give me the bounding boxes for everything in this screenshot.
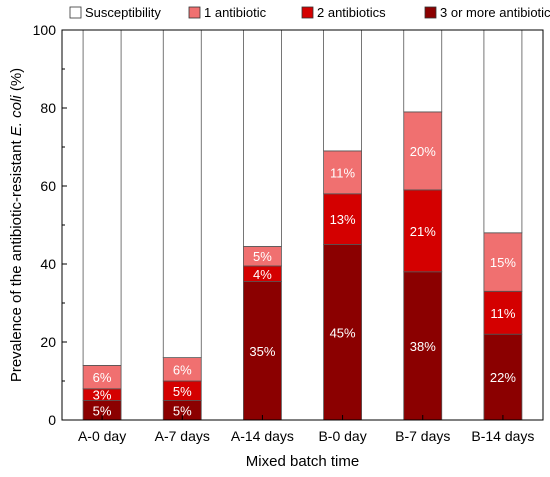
x-axis-label: Mixed batch time xyxy=(246,453,359,470)
bar-segment xyxy=(323,150,362,195)
bar-segment xyxy=(323,193,362,245)
y-axis-label: Prevalence of the antibiotic-resistant E… xyxy=(8,68,25,382)
y-tick-label: 60 xyxy=(40,178,56,194)
data-label: 6% xyxy=(173,362,192,377)
bar-segment xyxy=(323,29,362,152)
legend-label: Susceptibility xyxy=(85,5,161,20)
y-tick-label: 80 xyxy=(40,100,56,116)
data-label: 5% xyxy=(173,403,192,418)
bar-segment xyxy=(483,29,523,234)
legend-swatch xyxy=(69,6,82,19)
data-label: 4% xyxy=(253,267,272,282)
y-tick-label: 100 xyxy=(33,22,57,38)
bar-segment xyxy=(483,232,523,292)
bar-segment xyxy=(403,189,443,273)
data-label: 45% xyxy=(330,325,356,340)
legend-label: 3 or more antibiotics xyxy=(440,5,550,20)
data-label: 5% xyxy=(173,384,192,399)
bar-segment xyxy=(403,271,443,421)
data-label: 22% xyxy=(490,370,516,385)
data-label: 15% xyxy=(490,255,516,270)
legend-swatch xyxy=(301,6,314,19)
data-label: 21% xyxy=(410,224,436,239)
legend-swatch xyxy=(188,6,201,19)
x-tick-label: A-0 day xyxy=(78,428,126,444)
data-label: 13% xyxy=(330,212,356,227)
bar-segment xyxy=(403,111,443,191)
bar-segment xyxy=(82,29,122,366)
y-tick-label: 40 xyxy=(40,256,56,272)
data-label: 6% xyxy=(93,370,112,385)
data-label: 5% xyxy=(253,249,272,264)
bar-segment xyxy=(403,29,443,113)
data-label: 5% xyxy=(93,403,112,418)
data-label: 20% xyxy=(410,144,436,159)
bar-segment xyxy=(162,29,202,359)
data-label: 11% xyxy=(330,165,355,180)
bar-segment xyxy=(323,244,362,421)
x-tick-label: B-7 days xyxy=(395,428,450,444)
legend-label: 1 antibiotic xyxy=(204,5,267,20)
data-label: 3% xyxy=(93,388,112,403)
bar-segment xyxy=(243,29,282,247)
x-tick-label: B-0 day xyxy=(318,428,366,444)
x-tick-label: A-14 days xyxy=(231,428,294,444)
plot-frame xyxy=(61,29,544,421)
data-label: 11% xyxy=(490,306,515,321)
legend-label: 2 antibiotics xyxy=(317,5,386,20)
bar-segment xyxy=(483,290,523,335)
bar-segment xyxy=(243,281,282,421)
y-tick-label: 0 xyxy=(48,412,56,428)
data-label: 38% xyxy=(410,339,436,354)
legend-swatch xyxy=(424,6,437,19)
y-tick-label: 20 xyxy=(40,334,56,350)
x-tick-label: B-14 days xyxy=(471,428,534,444)
data-label: 35% xyxy=(249,344,275,359)
x-tick-label: A-7 days xyxy=(155,428,210,444)
